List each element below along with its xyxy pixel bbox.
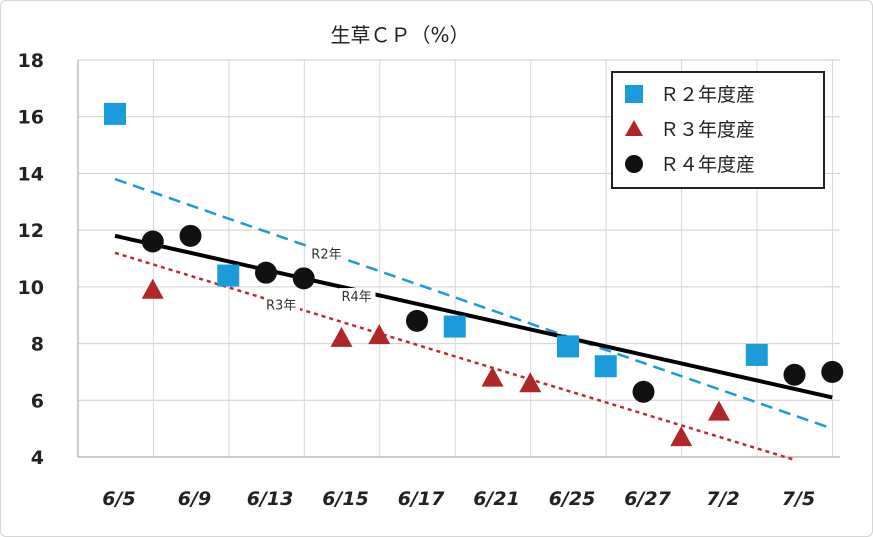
- data-point-circle: [292, 267, 315, 290]
- data-point-circle: [783, 363, 806, 386]
- data-point-triangle: [670, 426, 693, 447]
- x-tick-label: 6/15: [322, 488, 369, 510]
- data-point-triangle: [708, 400, 730, 421]
- x-tick-label: 6/9: [178, 488, 211, 510]
- y-tick-label: 18: [18, 50, 44, 72]
- data-point-triangle: [481, 366, 504, 387]
- trendline-label-bg: [339, 288, 376, 306]
- x-tick-label: 6/25: [549, 488, 596, 510]
- data-point-circle: [821, 360, 844, 383]
- x-tick-label: 6/5: [102, 488, 135, 510]
- legend-marker-square: [625, 85, 643, 103]
- data-point-square: [217, 264, 240, 287]
- y-tick-label: 16: [18, 107, 44, 129]
- data-point-square: [443, 315, 466, 338]
- y-tick-label: 12: [18, 220, 44, 242]
- data-point-square: [557, 335, 579, 358]
- y-tick-label: 6: [31, 390, 44, 412]
- trendline-label: R3年: [266, 299, 296, 314]
- trendline-label: R2年: [311, 248, 341, 263]
- x-tick-label: 7/5: [782, 488, 815, 510]
- data-point-circle: [632, 380, 655, 403]
- legend-marker-triangle: [625, 120, 643, 136]
- y-tick-label: 14: [18, 163, 44, 185]
- data-point-square: [104, 102, 126, 125]
- trendline: [114, 233, 833, 400]
- data-point-triangle: [519, 372, 542, 393]
- trendline: [114, 177, 833, 430]
- data-point-circle: [141, 230, 164, 253]
- trendline-label: R4年: [342, 290, 372, 305]
- y-tick-label: 10: [18, 277, 44, 299]
- chart-title: 生草ＣＰ（%）: [330, 23, 469, 47]
- data-point-triangle: [330, 326, 353, 347]
- x-tick-label: 7/2: [706, 488, 739, 510]
- legend-label: Ｒ４年度産: [660, 154, 755, 176]
- y-tick-label: 8: [31, 334, 44, 356]
- data-point-triangle: [141, 278, 164, 299]
- legend-label: Ｒ３年度産: [660, 119, 755, 141]
- x-tick-label: 6/27: [624, 488, 671, 510]
- data-point-circle: [255, 261, 277, 284]
- data-point-square: [745, 343, 768, 366]
- data-point-circle: [179, 224, 202, 247]
- x-tick-label: 6/13: [247, 488, 294, 510]
- trendline-label-bg: [309, 245, 346, 263]
- data-point-triangle: [368, 324, 391, 345]
- legend-box: [611, 71, 825, 189]
- data-point-circle: [406, 309, 428, 332]
- trendline: [114, 251, 795, 462]
- trendline-label-bg: [264, 296, 300, 314]
- y-tick-label: 4: [31, 447, 44, 469]
- legend-label: Ｒ２年度産: [660, 84, 755, 106]
- x-tick-label: 6/17: [398, 488, 445, 510]
- x-tick-label: 6/21: [473, 488, 520, 510]
- data-point-square: [594, 355, 617, 378]
- legend-marker-circle: [625, 155, 643, 173]
